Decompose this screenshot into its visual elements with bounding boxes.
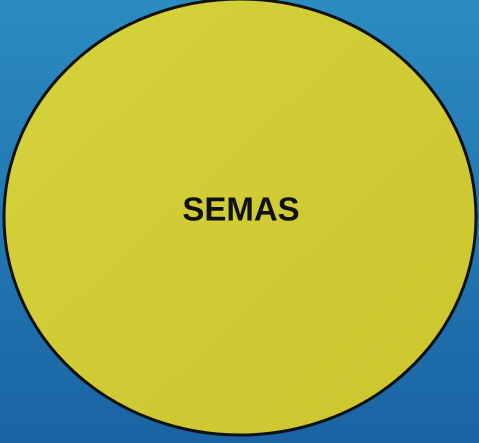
node-label: SEMAS [182,191,299,228]
